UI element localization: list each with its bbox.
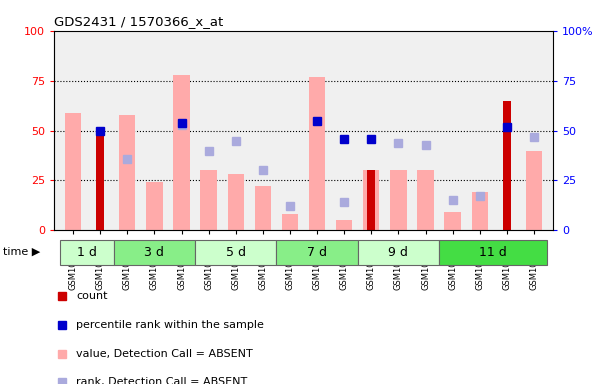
Bar [390,170,406,230]
Bar [282,214,298,230]
Bar [472,192,488,230]
Bar [65,113,81,230]
Text: time ▶: time ▶ [3,247,40,257]
Text: 1 d: 1 d [77,246,97,259]
FancyBboxPatch shape [358,240,439,265]
Text: 3 d: 3 d [144,246,164,259]
FancyBboxPatch shape [276,240,358,265]
Bar [119,114,135,230]
FancyBboxPatch shape [195,240,276,265]
Bar [503,101,511,230]
Bar [173,74,190,230]
FancyBboxPatch shape [439,240,548,265]
FancyBboxPatch shape [59,240,114,265]
Text: percentile rank within the sample: percentile rank within the sample [76,320,264,330]
Bar [96,131,104,230]
Bar [146,182,162,230]
Text: 7 d: 7 d [307,246,327,259]
Bar [526,151,542,230]
Bar [309,77,325,230]
Bar [367,170,376,230]
Bar [417,170,434,230]
Text: value, Detection Call = ABSENT: value, Detection Call = ABSENT [76,349,252,359]
Bar [255,187,271,230]
Bar [201,170,217,230]
Bar [445,212,461,230]
Text: GDS2431 / 1570366_x_at: GDS2431 / 1570366_x_at [54,15,224,28]
Text: count: count [76,291,108,301]
Bar [228,174,244,230]
Text: 9 d: 9 d [388,246,408,259]
FancyBboxPatch shape [114,240,195,265]
Text: 5 d: 5 d [226,246,246,259]
Bar [336,220,352,230]
Bar [363,170,379,230]
Text: 11 d: 11 d [480,246,507,259]
Text: rank, Detection Call = ABSENT: rank, Detection Call = ABSENT [76,377,247,384]
